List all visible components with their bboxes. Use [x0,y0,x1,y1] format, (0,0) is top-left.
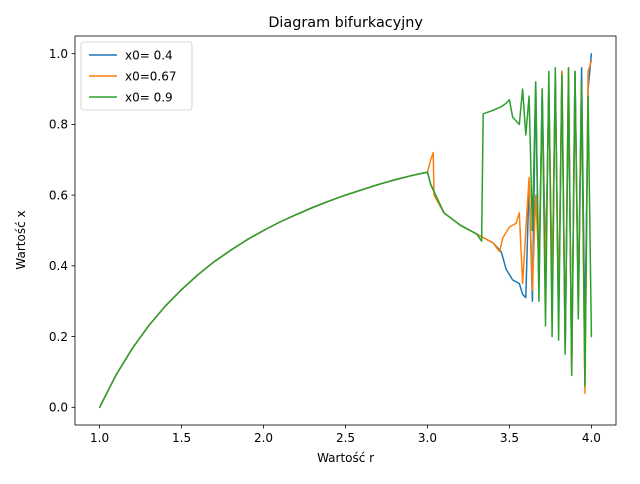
legend-label: x0= 0.4 [125,48,173,62]
plot-frame [74,35,617,426]
x-tick-label: 4.0 [582,431,601,445]
x-axis-ticks: 1.0 1.5 2.0 2.5 3.0 3.5 4.0 [90,425,601,445]
x-tick-label: 2.5 [336,431,355,445]
x-tick-label: 1.5 [172,431,191,445]
y-tick-label: 0.4 [49,259,68,273]
legend-box [80,41,193,111]
y-axis-label: Wartość x [14,210,28,269]
y-tick-label: 0.8 [49,118,68,132]
legend-label: x0= 0.9 [125,90,173,104]
y-tick-label: 0.2 [49,330,68,344]
x-tick-label: 3.5 [500,431,519,445]
chart-title: Diagram bifurkacyjny [268,15,423,31]
y-axis-ticks: 0.0 0.2 0.4 0.6 0.8 1.0 [49,47,75,415]
y-tick-label: 1.0 [49,47,68,61]
series-line-3 [98,67,593,409]
legend-label: x0=0.67 [125,69,177,83]
y-tick-label: 0.6 [49,188,68,202]
x-tick-label: 3.0 [418,431,437,445]
x-tick-label: 1.0 [90,431,109,445]
x-tick-label: 2.0 [254,431,273,445]
series-layer [98,52,593,409]
x-axis-label: Wartość r [317,451,374,465]
y-tick-label: 0.0 [49,401,68,415]
legend: x0= 0.4 x0=0.67 x0= 0.9 [80,41,193,111]
